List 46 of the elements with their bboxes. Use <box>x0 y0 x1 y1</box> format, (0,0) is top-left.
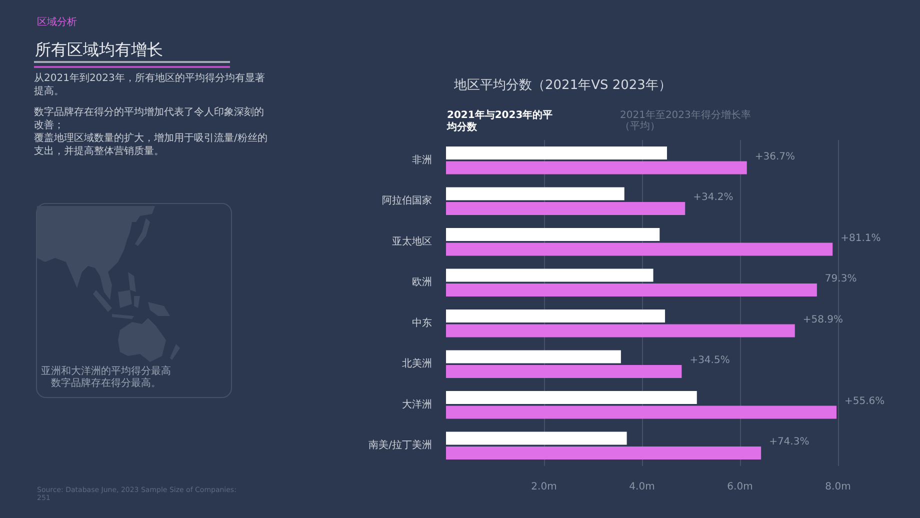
y-tick-label: 亚太地区 <box>392 235 432 248</box>
bar <box>446 324 795 338</box>
annotation: +34.2% <box>693 192 734 204</box>
bar <box>446 161 747 174</box>
text: 区域分析 <box>37 16 77 29</box>
text: 从2021年到2023年，所有地区的平均得分均有显著提高。 <box>34 72 266 98</box>
annotation: +34.5% <box>690 355 730 366</box>
annotation: +36.7% <box>754 151 796 162</box>
y-tick-label: 欧洲 <box>412 276 432 288</box>
y-tick-label: 北美洲 <box>402 358 432 370</box>
bar <box>446 310 666 323</box>
text: 数字品牌存在得分的平均增加代表了令人印象深刻的改善； <box>34 106 265 132</box>
bar <box>446 406 837 419</box>
x-tick-label: 6.0m <box>727 482 753 492</box>
x-tick-label: 4.0m <box>629 482 655 492</box>
bar <box>446 446 762 460</box>
bar <box>446 202 686 215</box>
text: 所有区域均有增长 <box>35 40 163 61</box>
bar <box>446 228 660 242</box>
bar <box>446 242 833 256</box>
y-tick-label: 非洲 <box>412 154 432 166</box>
bar <box>446 364 682 378</box>
y-tick-label: 南美/拉丁美洲 <box>368 439 432 452</box>
chart-title: 地区平均分数（2021年VS 2023年） <box>453 78 672 93</box>
text: 覆盖地理区域数量的扩大，增加用于吸引流量/粉丝的支出，并提高整体营销质量。 <box>34 132 268 158</box>
annotation: +81.1% <box>840 232 881 244</box>
y-tick-label: 大洋洲 <box>402 398 432 410</box>
text: 2021年与2023年的平均分数 <box>447 110 554 134</box>
text: 数字品牌存在得分最高。 <box>50 378 162 390</box>
x-tick-label: 8.0m <box>825 482 851 492</box>
bar <box>446 283 817 296</box>
bar <box>446 391 697 404</box>
annotation: +74.3% <box>769 436 810 448</box>
bar <box>446 432 627 445</box>
text: 亚洲和大洋洲的平均得分最高 <box>40 366 172 378</box>
text: 2021年至2023年得分增长率（平均） <box>620 110 752 132</box>
x-tick-label: 2.0m <box>531 482 557 492</box>
annotation: +58.9% <box>802 314 844 326</box>
bar <box>446 268 654 282</box>
bar <box>446 146 667 160</box>
annotation: +55.6% <box>844 396 885 407</box>
y-tick-label: 阿拉伯国家 <box>382 194 432 207</box>
y-tick-label: 中东 <box>412 316 432 329</box>
bar <box>446 350 621 364</box>
bar <box>446 187 624 200</box>
annotation: 79.3% <box>824 274 857 285</box>
